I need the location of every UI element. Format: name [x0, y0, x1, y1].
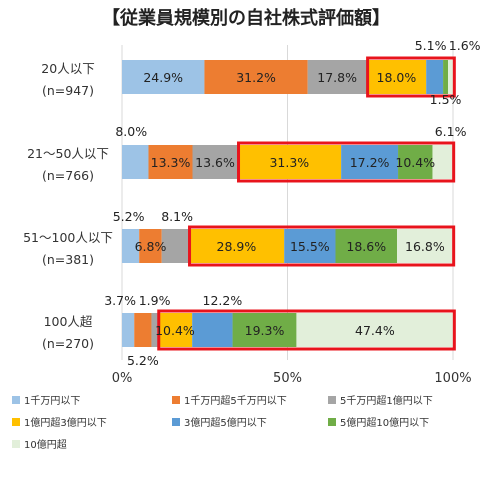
category-n-label: (n=766) [42, 168, 94, 183]
bar-segment [397, 229, 453, 263]
data-label: 28.9% [217, 239, 257, 254]
category-label: 51〜100人以下 [23, 230, 113, 245]
bar-segment [134, 313, 152, 347]
data-label: 31.3% [269, 155, 309, 170]
bar-segment [443, 60, 449, 94]
legend-item: 10億円超 [12, 436, 67, 451]
data-label: 1.5% [430, 92, 462, 107]
data-label: 6.1% [435, 124, 467, 139]
category-n-label: (n=947) [42, 83, 94, 98]
category-labels: 20人以下 (n=947) 21〜50人以下 (n=766) 51〜100人以下 (n=3… [23, 61, 113, 351]
highlight-box [237, 141, 456, 183]
bars [122, 60, 454, 347]
bar-segment [398, 145, 433, 179]
legend-item: 5千万円超1億円以下 [328, 392, 433, 407]
x-tick-label: 0% [112, 371, 133, 386]
data-label: 18.0% [377, 70, 417, 85]
data-label: 5.2% [113, 209, 145, 224]
data-label: 8.0% [115, 124, 147, 139]
legend-swatch [172, 417, 180, 426]
legend-item: 3億円超5億円以下 [172, 414, 267, 429]
legend-label: 10億円超 [24, 440, 67, 451]
bar-segment [148, 145, 193, 179]
data-label: 15.5% [290, 239, 330, 254]
legend-label: 3億円超5億円以下 [184, 418, 267, 429]
data-label: 13.3% [151, 155, 191, 170]
x-tick-label: 100% [434, 371, 471, 386]
bar-segment [432, 145, 453, 179]
legend-item: 1千万円超5千万円以下 [172, 392, 287, 407]
legend-swatch [12, 417, 20, 426]
data-label: 12.2% [203, 293, 243, 308]
bar-segment [122, 60, 205, 94]
bar-segment [366, 60, 427, 94]
legend-label: 5億円超10億円以下 [340, 418, 430, 429]
bar-segment [122, 313, 135, 347]
bar-segment [307, 60, 367, 94]
data-label: 3.7% [104, 293, 136, 308]
legend-label: 5千万円超1億円以下 [340, 396, 433, 407]
data-label: 1.6% [449, 38, 481, 53]
highlight-box [366, 56, 456, 98]
bar-segment [157, 313, 193, 347]
highlight-box [157, 309, 456, 351]
bar-segment [426, 60, 444, 94]
bar-segment [335, 229, 398, 263]
x-tick-label: 50% [273, 371, 302, 386]
bar-segment [151, 313, 158, 347]
bar-segment [139, 229, 162, 263]
bar-segment [192, 313, 233, 347]
legend-swatch [328, 395, 336, 404]
highlight-box [188, 225, 456, 267]
data-label: 18.6% [346, 239, 386, 254]
legend-item: 1億円超3億円以下 [12, 414, 107, 429]
data-label: 8.1% [161, 209, 193, 224]
highlight-boxes [157, 56, 456, 351]
x-axis-ticks: 0% 50% 100% [112, 371, 472, 386]
bar-segment [122, 229, 140, 263]
data-label: 1.9% [139, 293, 171, 308]
data-label: 6.8% [135, 239, 167, 254]
data-label: 13.6% [195, 155, 235, 170]
data-label: 31.2% [236, 70, 276, 85]
legend-swatch [328, 417, 336, 426]
category-n-label: (n=381) [42, 252, 94, 267]
legend-item: 5億円超10億円以下 [328, 414, 429, 429]
segment-labels: 24.9% 31.2% 17.8% 18.0% 5.1% 1.5% 1.6% 8.0% 13.3… [104, 38, 480, 368]
data-label: 10.4% [155, 323, 195, 338]
legend-swatch [172, 395, 180, 404]
legend-label: 1千万円以下 [24, 396, 81, 407]
bar-segment [448, 60, 454, 94]
category-label: 100人超 [44, 314, 93, 329]
category-label: 20人以下 [41, 61, 94, 76]
bar-segment [284, 229, 336, 263]
data-label: 5.2% [127, 353, 159, 368]
bar-segment [341, 145, 399, 179]
data-label: 24.9% [143, 70, 183, 85]
category-n-label: (n=270) [42, 336, 94, 351]
legend-label: 1億円超3億円以下 [24, 418, 107, 429]
data-label: 17.2% [350, 155, 390, 170]
bar-segment [296, 313, 454, 347]
data-label: 17.8% [317, 70, 357, 85]
legend-swatch [12, 439, 20, 448]
bar-segment [237, 145, 342, 179]
category-label: 21〜50人以下 [27, 146, 109, 161]
data-label: 19.3% [245, 323, 285, 338]
chart-title: 【従業員規模別の自社株式評価額】 [102, 7, 390, 29]
legend-item: 1千万円以下 [12, 392, 80, 407]
data-label: 47.4% [355, 323, 395, 338]
data-label: 16.8% [405, 239, 445, 254]
bar-segment [161, 229, 189, 263]
legend-label: 1千万円超5千万円以下 [184, 396, 287, 407]
legend-swatch [12, 395, 20, 404]
bar-segment [232, 313, 297, 347]
bar-segment [204, 60, 308, 94]
data-label: 10.4% [395, 155, 435, 170]
bar-segment [188, 229, 285, 263]
data-label: 5.1% [415, 38, 447, 53]
bar-segment [192, 145, 238, 179]
bar-segment [122, 145, 149, 179]
